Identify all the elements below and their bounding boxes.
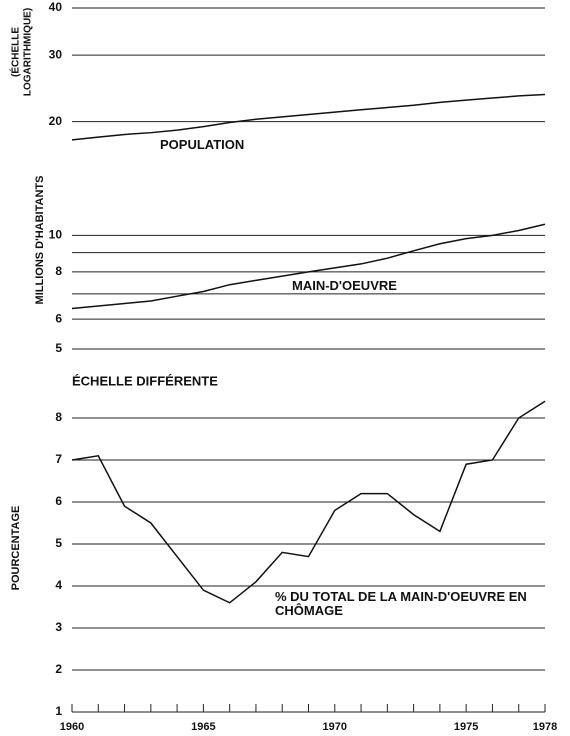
y-tick-label: 3	[55, 620, 62, 634]
y-tick-label: 10	[49, 228, 63, 242]
series-label-box: % DU TOTAL DE LA MAIN-D'OEUVRE EN CHÔMAG…	[275, 590, 527, 618]
y-axis-title: MILLIONS D'HABITANTS	[34, 176, 46, 305]
y-axis-title: POURCENTAGE	[10, 506, 22, 591]
series-line	[71, 400, 546, 604]
y-tick-label: 4	[55, 578, 62, 592]
x-tick-label: 1978	[533, 721, 557, 733]
series-line	[71, 223, 546, 310]
y-tick-label: 7	[55, 452, 62, 466]
y-tick-label: 8	[55, 264, 62, 278]
x-tick-label: 1965	[191, 721, 215, 733]
x-tick-label: 1960	[60, 721, 84, 733]
y-tick-label: 1	[55, 704, 62, 718]
y-tick-label: 6	[55, 311, 62, 325]
y-tick-label: 5	[55, 536, 62, 550]
series-label: % DU TOTAL DE LA MAIN-D'OEUVRE EN CHÔMAG…	[275, 590, 527, 618]
series-label: POPULATION	[160, 138, 245, 152]
y-tick-label: 6	[55, 494, 62, 508]
y-tick-label: 30	[49, 47, 63, 61]
series-line	[71, 93, 546, 141]
scale-note: (ÉCHELLE	[9, 27, 22, 77]
y-tick-label: 2	[55, 662, 62, 676]
y-tick-label: 20	[49, 114, 63, 128]
y-tick-label: 40	[49, 0, 63, 14]
x-tick-label: 1975	[454, 721, 478, 733]
y-tick-label: 8	[55, 410, 62, 424]
scale-note: LOGARITHMIQUE)	[23, 8, 34, 96]
x-tick-label: 1970	[323, 721, 347, 733]
series-label-box: MAIN-D'OEUVRE	[292, 279, 397, 293]
series-label-box: POPULATION	[160, 138, 245, 152]
y-tick-label: 5	[55, 341, 62, 355]
subtitle: ÉCHELLE DIFFÉRENTE	[72, 373, 218, 388]
series-label: MAIN-D'OEUVRE	[292, 279, 397, 293]
